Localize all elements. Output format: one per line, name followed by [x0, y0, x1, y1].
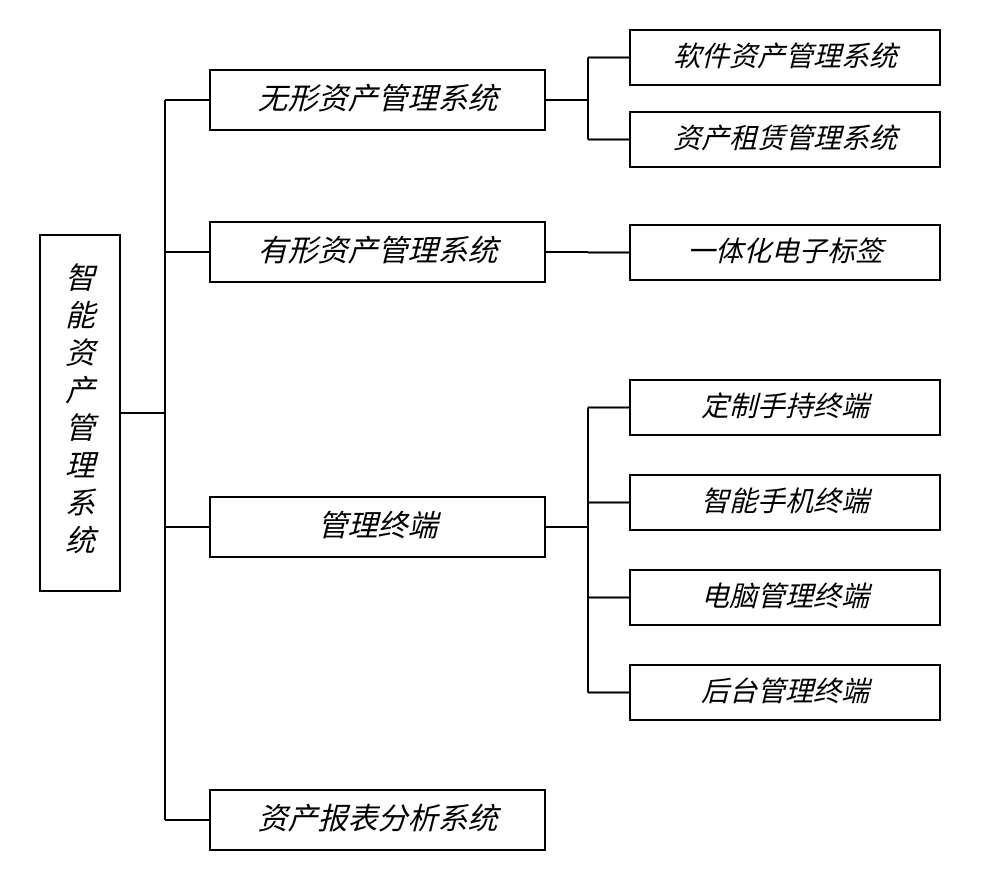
- leaf-node-2-label: 一体化电子标签: [687, 237, 887, 268]
- mid-node-intangible-label: 无形资产管理系统: [258, 83, 502, 116]
- leaf-node-4-label: 智能手机终端: [701, 487, 873, 518]
- root-node-label: 智: [65, 263, 98, 296]
- hierarchy-diagram: 智能资产管理系统 无形资产管理系统有形资产管理系统管理终端资产报表分析系统 软件资产…: [0, 0, 1000, 875]
- root-node-label: 系: [65, 488, 97, 521]
- leaf-node-0-label: 软件资产管理系统: [673, 42, 901, 73]
- root-node-label: 能: [65, 300, 98, 333]
- mid-node-terminal-label: 管理终端: [318, 510, 442, 543]
- leaf-node-1-label: 资产租赁管理系统: [673, 124, 901, 155]
- root-node-label: 管: [65, 413, 99, 446]
- leaf-node-6-label: 后台管理终端: [701, 677, 873, 708]
- root-node-label: 理: [65, 450, 99, 483]
- mid-node-tangible-label: 有形资产管理系统: [258, 235, 502, 268]
- mid-node-report-label: 资产报表分析系统: [258, 803, 502, 836]
- root-node-label: 统: [65, 525, 99, 558]
- leaf-node-5-label: 电脑管理终端: [701, 582, 873, 613]
- root-node-label: 产: [65, 375, 98, 408]
- leaf-node-3-label: 定制手持终端: [701, 392, 873, 423]
- root-node-label: 资: [65, 338, 99, 371]
